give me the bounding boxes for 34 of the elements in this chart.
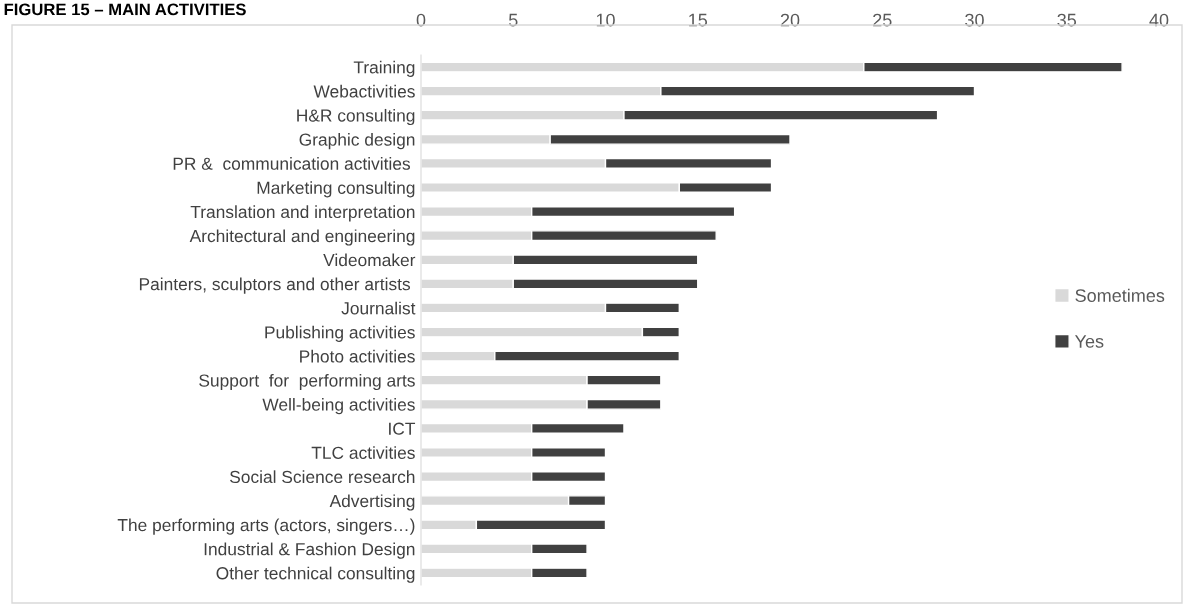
y-tick-label: Journalist	[341, 301, 416, 315]
text: FIGURE 15 – MAIN ACTIVITIES	[4, 3, 246, 16]
y-tick-label: Other technical consulting	[216, 566, 415, 583]
y-tick-label: Webactivities	[313, 84, 415, 98]
y-tick-label: Graphic design	[299, 133, 415, 150]
y-tick-label: Social Science research	[230, 470, 415, 484]
y-tick-label: Support for performing arts	[199, 373, 415, 391]
x-tick-label: 10	[596, 13, 615, 27]
y-tick-label: Photo activities	[300, 349, 415, 363]
y-tick-label: H&R consulting	[297, 108, 415, 126]
legend-label: Sometimes	[1075, 288, 1165, 302]
x-tick-label: 20	[780, 13, 800, 27]
x-tick-label: 40	[1149, 13, 1169, 27]
y-tick-label: Architectural and engineering	[189, 229, 415, 246]
x-tick-label: 15	[689, 13, 708, 27]
y-tick-label: Translation and interpretation	[190, 205, 415, 222]
y-tick-label: Marketing consulting	[257, 181, 415, 198]
y-tick-label: TLC activities	[311, 446, 415, 459]
y-tick-label: Training	[353, 60, 415, 77]
y-tick-label: The performing arts (actors, singers…)	[117, 518, 415, 535]
legend-label: Yes	[1074, 335, 1104, 348]
y-tick-label: Painters, sculptors and other artists	[139, 277, 411, 294]
x-tick-label: 25	[873, 13, 892, 27]
y-tick-label: Industrial & Fashion Design	[204, 542, 415, 559]
y-tick-label: ICT	[389, 422, 416, 435]
y-tick-label: Well-being activities	[262, 398, 415, 415]
x-tick-label: 35	[1057, 13, 1077, 27]
y-tick-label: Publishing activities	[265, 325, 415, 342]
x-tick-label: 30	[965, 13, 984, 27]
x-tick-label: 0	[416, 13, 426, 27]
y-tick-label: PR & communication activities	[173, 157, 410, 170]
x-tick-label: 5	[508, 13, 518, 27]
y-tick-label: Advertising	[329, 494, 415, 511]
y-tick-label: Videomaker	[323, 253, 416, 267]
